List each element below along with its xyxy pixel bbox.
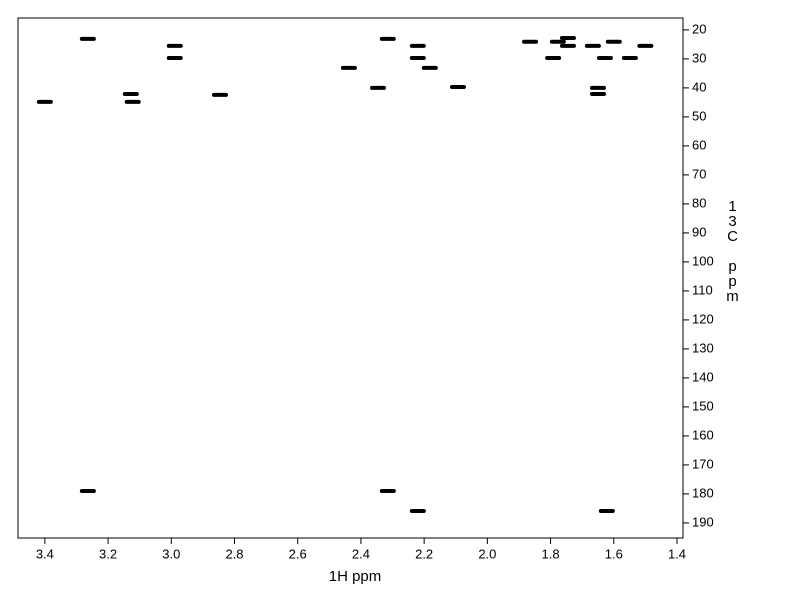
y-tick-label: 30	[692, 50, 706, 65]
peak	[598, 509, 615, 514]
y-tick-label: 90	[692, 224, 706, 239]
y-tick-label: 70	[692, 166, 706, 181]
peak	[36, 99, 53, 104]
peak	[409, 56, 426, 61]
peak	[589, 91, 606, 96]
x-tick-label: 3.2	[99, 546, 117, 561]
peak	[166, 56, 183, 61]
peak	[79, 36, 96, 41]
y-tick-label: 40	[692, 79, 706, 94]
peak	[559, 43, 576, 48]
x-tick-label: 1.4	[668, 546, 686, 561]
peak	[211, 92, 228, 97]
peak	[166, 43, 183, 48]
peak	[621, 56, 638, 61]
x-tick-label: 1.6	[605, 546, 623, 561]
y-tick-label: 60	[692, 137, 706, 152]
peak	[124, 99, 141, 104]
x-tick-label: 3.0	[162, 546, 180, 561]
y-tick-label: 130	[692, 340, 714, 355]
y-tick-label: 110	[692, 282, 713, 297]
peak	[409, 509, 426, 514]
peak	[340, 65, 357, 70]
peak	[409, 43, 426, 48]
peak	[584, 43, 601, 48]
y-tick-label: 50	[692, 108, 706, 123]
peak	[605, 39, 622, 44]
y-tick-label: 120	[692, 311, 714, 326]
y-axis-label: 13C ppm	[724, 198, 741, 303]
x-tick-label: 1.8	[542, 546, 560, 561]
y-tick-label: 20	[692, 21, 706, 36]
x-tick-label: 2.4	[352, 546, 370, 561]
peak	[559, 36, 576, 41]
y-tick-label: 170	[692, 456, 714, 471]
y-tick-label: 180	[692, 485, 714, 500]
x-tick-label: 3.4	[36, 546, 54, 561]
peak	[379, 489, 396, 494]
peak	[522, 39, 539, 44]
peak	[421, 65, 438, 70]
x-axis-label: 1H ppm	[329, 568, 382, 585]
peak	[549, 39, 566, 44]
peak	[449, 85, 466, 90]
x-tick-label: 2.6	[289, 546, 307, 561]
peak	[545, 56, 562, 61]
x-tick-label: 2.2	[415, 546, 433, 561]
y-tick-label: 160	[692, 427, 714, 442]
y-tick-label: 100	[692, 253, 714, 268]
y-tick-label: 140	[692, 369, 714, 384]
peak	[79, 489, 96, 494]
plot-frame	[17, 17, 684, 539]
y-tick-label: 150	[692, 398, 714, 413]
peak	[369, 85, 386, 90]
peak	[596, 56, 613, 61]
y-tick-label: 190	[692, 514, 714, 529]
y-tick-label: 80	[692, 195, 706, 210]
peak	[379, 36, 396, 41]
x-tick-label: 2.0	[478, 546, 496, 561]
peak	[637, 43, 654, 48]
peak	[589, 85, 606, 90]
x-tick-label: 2.8	[225, 546, 243, 561]
peak	[122, 91, 139, 96]
